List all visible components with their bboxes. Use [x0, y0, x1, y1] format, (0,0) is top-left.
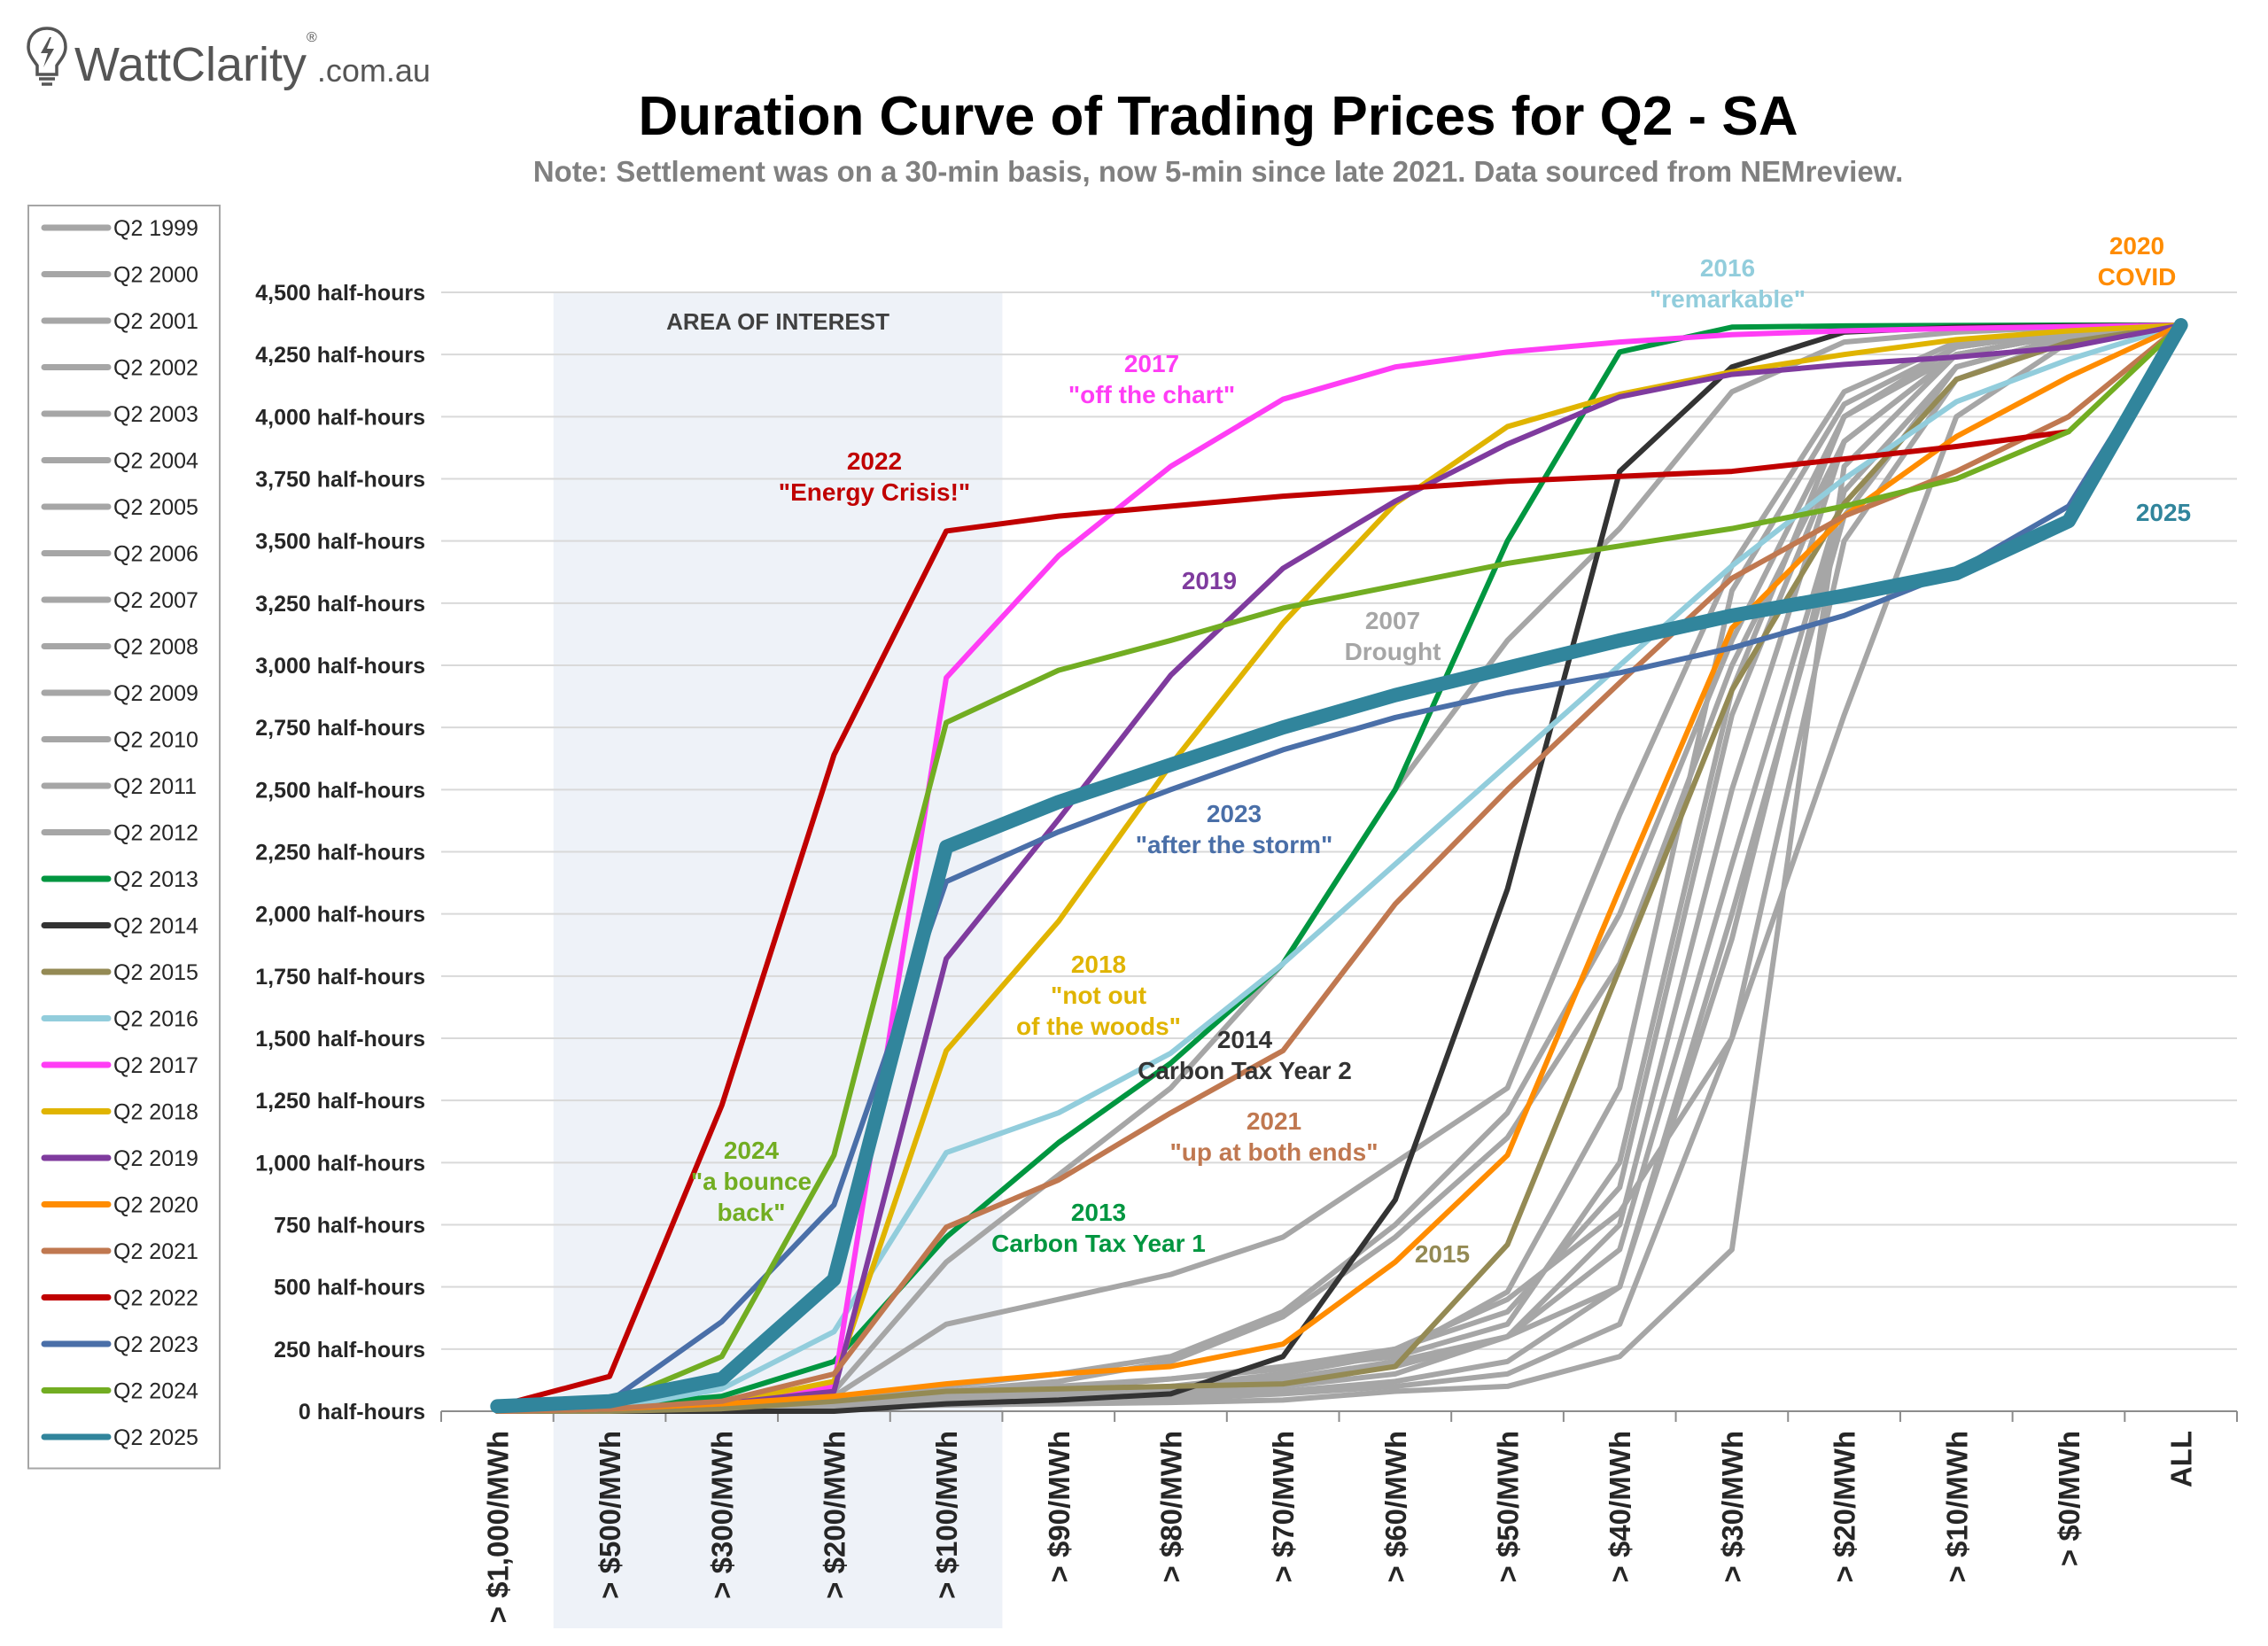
- x-tick-label: > $70/MWh: [1267, 1431, 1300, 1582]
- legend-label: Q2 2005: [113, 495, 198, 520]
- x-tick-label: > $300/MWh: [706, 1431, 739, 1599]
- x-tick-label: ALL: [2165, 1431, 2198, 1487]
- legend-label: Q2 2002: [113, 356, 198, 381]
- y-tick-label: 4,000 half-hours: [255, 405, 425, 430]
- series-lines: [490, 318, 2188, 1414]
- area-of-interest-label: AREA OF INTEREST: [666, 308, 889, 335]
- y-tick-label: 2,250 half-hours: [255, 841, 425, 866]
- annotation-label: 2025: [2136, 499, 2191, 526]
- legend-label: Q2 2003: [113, 402, 198, 427]
- legend-label: Q2 2012: [113, 821, 198, 846]
- legend-label: Q2 2017: [113, 1053, 198, 1078]
- annotation-label: 2022 "Energy Crisis!": [779, 447, 970, 506]
- x-tick-label: > $0/MWh: [2053, 1431, 2085, 1566]
- y-tick-label: 750 half-hours: [274, 1214, 425, 1238]
- y-tick-label: 1,750 half-hours: [255, 965, 425, 990]
- x-tick-label: > $40/MWh: [1604, 1431, 1636, 1582]
- legend-label: Q2 2023: [113, 1332, 198, 1357]
- brand-suffix: .com.au: [316, 52, 431, 89]
- y-tick-label: 3,000 half-hours: [255, 654, 425, 679]
- legend-label: Q2 2016: [113, 1007, 198, 1032]
- legend-label: Q2 2009: [113, 681, 198, 706]
- x-tick-label: > $100/MWh: [930, 1431, 963, 1599]
- y-tick-label: 3,750 half-hours: [255, 468, 425, 493]
- series-line-q2-2013: [494, 322, 2184, 1414]
- axes: > $1,000/MWh > $500/MWh > $300/MWh > $200/M…: [440, 1410, 2238, 1623]
- x-tick-label: > $80/MWh: [1154, 1431, 1187, 1582]
- x-tick-label: > $1,000/MWh: [481, 1431, 514, 1623]
- series-line-q2-2020: [494, 322, 2184, 1414]
- series-line-q2-2025: [490, 318, 2188, 1414]
- annotation-label: 2016 "remarkable": [1650, 254, 1806, 313]
- x-tick-label: > $20/MWh: [1829, 1431, 1861, 1582]
- chart-title: Duration Curve of Trading Prices for Q2 …: [638, 86, 1798, 147]
- legend: Q2 1999 Q2 2000 Q2 2001 Q2 2002 Q2 2003 Q2 20…: [27, 205, 221, 1470]
- logo: WattClarity ® .com.au: [25, 25, 431, 89]
- legend-label: Q2 2007: [113, 588, 198, 613]
- y-tick-label: 500 half-hours: [274, 1276, 425, 1300]
- annotation-label: 2014 Carbon Tax Year 2: [1138, 1026, 1352, 1084]
- x-tick-label: > $10/MWh: [1940, 1431, 1973, 1582]
- x-tick-label: > $30/MWh: [1716, 1431, 1749, 1582]
- annotation-label: 2020 COVID: [2098, 232, 2177, 291]
- y-tick-label: 4,250 half-hours: [255, 343, 425, 368]
- y-tick-label: 2,000 half-hours: [255, 903, 425, 928]
- y-tick-label: 1,000 half-hours: [255, 1151, 425, 1176]
- annotation-label: 2015: [1415, 1240, 1470, 1268]
- y-tick-label: 3,250 half-hours: [255, 592, 425, 617]
- chart-subtitle: Note: Settlement was on a 30-min basis, …: [533, 155, 1904, 188]
- x-tick-label: > $60/MWh: [1379, 1431, 1412, 1582]
- legend-label: Q2 2013: [113, 867, 198, 892]
- y-tick-label: 250 half-hours: [274, 1338, 425, 1363]
- legend-label: Q2 2019: [113, 1146, 198, 1171]
- gridlines: 0 half-hours 250 half-hours 500 half-hours…: [255, 281, 2237, 1425]
- y-tick-label: 4,500 half-hours: [255, 281, 425, 306]
- legend-label: Q2 2010: [113, 728, 198, 753]
- lightbulb-icon: [27, 27, 67, 86]
- x-tick-label: > $200/MWh: [818, 1431, 850, 1599]
- y-tick-label: 0 half-hours: [299, 1400, 425, 1425]
- annotation-label: 2018 "not out of the woods": [1016, 951, 1181, 1040]
- legend-label: Q2 2025: [113, 1425, 198, 1450]
- legend-label: Q2 2018: [113, 1100, 198, 1125]
- annotation-label: 2024 "a bounce back": [691, 1137, 812, 1226]
- legend-label: Q2 1999: [113, 216, 198, 241]
- legend-label: Q2 2008: [113, 635, 198, 660]
- series-line-q2-2022: [494, 429, 2071, 1409]
- y-tick-label: 3,500 half-hours: [255, 530, 425, 555]
- series-line-q2-2024: [494, 322, 2184, 1409]
- brand-name: WattClarity: [74, 38, 307, 91]
- legend-label: Q2 2015: [113, 960, 198, 985]
- legend-label: Q2 2014: [113, 914, 198, 939]
- annotation-label: 2019: [1182, 567, 1237, 594]
- legend-label: Q2 2006: [113, 542, 198, 567]
- legend-label: Q2 2000: [113, 263, 198, 288]
- y-tick-label: 2,500 half-hours: [255, 778, 425, 803]
- series-line-q2-2018: [494, 322, 2184, 1414]
- brand-registered: ®: [307, 30, 317, 45]
- series-line-q2-2016: [494, 322, 2184, 1414]
- legend-label: Q2 2021: [113, 1239, 198, 1264]
- y-tick-label: 1,500 half-hours: [255, 1027, 425, 1052]
- annotation-label: 2017 "off the chart": [1068, 350, 1235, 408]
- x-tick-label: > $50/MWh: [1492, 1431, 1525, 1582]
- legend-label: Q2 2004: [113, 449, 198, 474]
- legend-label: Q2 2001: [113, 309, 198, 334]
- x-tick-label: > $90/MWh: [1043, 1431, 1076, 1582]
- annotation-label: 2021 "up at both ends": [1170, 1107, 1379, 1166]
- x-tick-label: > $500/MWh: [594, 1431, 626, 1599]
- legend-label: Q2 2011: [113, 774, 197, 799]
- y-tick-label: 1,250 half-hours: [255, 1089, 425, 1114]
- legend-label: Q2 2020: [113, 1193, 198, 1218]
- legend-label: Q2 2022: [113, 1286, 198, 1311]
- annotations: 2022 "Energy Crisis!" 2017 "off the chart" 2…: [691, 232, 2191, 1268]
- annotation-label: 2007 Drought: [1345, 607, 1441, 665]
- annotation-label: 2013 Carbon Tax Year 1: [991, 1199, 1206, 1257]
- series-line-q2-2023: [494, 322, 2184, 1409]
- annotation-label: 2023 "after the storm": [1136, 800, 1333, 858]
- legend-label: Q2 2024: [113, 1379, 198, 1404]
- y-tick-label: 2,750 half-hours: [255, 716, 425, 741]
